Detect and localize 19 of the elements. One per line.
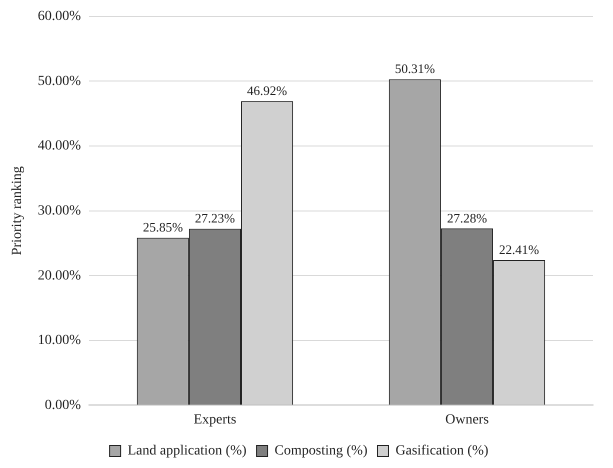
y-axis-title: Priority ranking (10, 166, 26, 256)
y-tick-label: 40.00% (38, 138, 82, 154)
data-label: 22.41% (499, 242, 540, 257)
y-tick-label: 50.00% (38, 74, 82, 89)
y-tick-label: 30.00% (38, 203, 82, 218)
x-tick-label: Owners (445, 412, 489, 428)
data-label: 50.31% (394, 61, 436, 76)
legend-label: Land application (%) (128, 444, 247, 459)
y-tick-label: 0.00% (44, 398, 82, 413)
y-tick-label: 10.00% (38, 333, 82, 348)
data-label: 25.85% (142, 220, 184, 235)
data-label: 27.23% (194, 210, 236, 226)
data-label: 46.92% (247, 83, 288, 98)
legend-label: Composting (%) (274, 444, 368, 459)
y-tick-label: 20.00% (38, 268, 82, 284)
x-tick-label: Experts (194, 412, 236, 428)
legend-label: Gasification (%) (395, 444, 489, 459)
y-tick-label: 60.00% (38, 9, 82, 24)
data-label: 27.28% (446, 210, 488, 226)
